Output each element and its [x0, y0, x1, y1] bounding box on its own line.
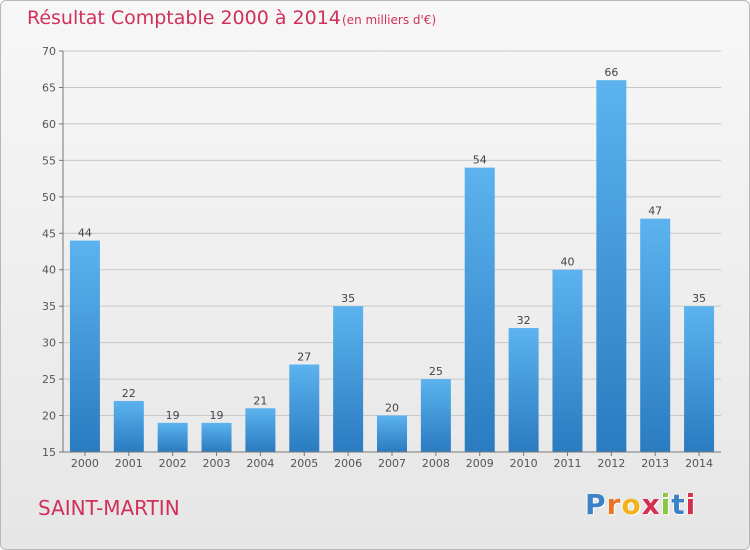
y-tick-label: 25	[42, 373, 56, 386]
logo-letter: i	[660, 488, 672, 521]
x-tick-label: 2004	[246, 457, 274, 470]
x-tick-label: 2008	[422, 457, 450, 470]
bar	[245, 408, 276, 452]
place-name: SAINT-MARTIN	[38, 496, 180, 520]
bar	[333, 306, 364, 452]
x-tick-label: 2009	[466, 457, 494, 470]
y-tick-label: 65	[42, 81, 56, 94]
x-axis: 2000 2001 2002 2003 2004 2005 2006 2007 2008 2009…	[63, 451, 721, 470]
x-tick-label: 2010	[510, 457, 538, 470]
y-tick-label: 55	[42, 154, 56, 167]
value-label: 20	[385, 402, 399, 415]
value-label: 21	[253, 394, 267, 407]
y-tick-label: 15	[42, 446, 56, 459]
value-label: 40	[560, 256, 574, 269]
logo-letter: x	[641, 488, 661, 521]
y-tick-label: 45	[42, 227, 56, 240]
value-labels: 44 22 19 19 21 27 35 20 25 54 32 40 66 47 35	[78, 66, 706, 422]
logo-letter: i	[685, 488, 697, 521]
x-tick-label: 2007	[378, 457, 406, 470]
value-label: 47	[648, 205, 662, 218]
value-label: 44	[78, 227, 92, 240]
y-tick-label: 60	[42, 118, 56, 131]
bar	[596, 80, 627, 452]
value-label: 19	[166, 409, 180, 422]
bars	[69, 80, 715, 452]
x-tick-label: 2014	[685, 457, 713, 470]
chart-title: Résultat Comptable 2000 à 2014	[27, 7, 341, 29]
bar	[289, 364, 320, 452]
value-label: 32	[517, 314, 531, 327]
logo-letter: t	[671, 488, 686, 521]
x-tick-label: 2001	[115, 457, 143, 470]
value-label: 25	[429, 365, 443, 378]
value-label: 22	[122, 387, 136, 400]
y-tick-label: 40	[42, 264, 56, 277]
bar	[640, 218, 671, 452]
logo-letter: o	[621, 488, 642, 521]
bar	[420, 379, 451, 452]
logo-letter: P	[585, 488, 607, 521]
x-tick-label: 2003	[203, 457, 231, 470]
x-tick-label: 2002	[159, 457, 187, 470]
bar	[69, 240, 100, 452]
value-label: 19	[210, 409, 224, 422]
x-tick-label: 2013	[641, 457, 669, 470]
y-axis: 15 20 25 30 35 40 45 50 55 60 65 70	[42, 45, 64, 459]
x-tick-label: 2011	[553, 457, 581, 470]
bar	[157, 422, 188, 452]
bar	[377, 415, 407, 452]
bar	[464, 167, 495, 452]
bar	[552, 269, 583, 452]
x-tick-label: 2006	[334, 457, 362, 470]
bar	[508, 328, 539, 452]
x-tick-label: 2005	[290, 457, 318, 470]
value-label: 66	[604, 66, 618, 79]
logo-letter: r	[606, 488, 622, 521]
y-tick-label: 30	[42, 337, 56, 350]
value-label: 27	[297, 351, 311, 364]
value-label: 35	[692, 292, 706, 305]
value-label: 35	[341, 292, 355, 305]
value-label: 54	[473, 154, 487, 167]
x-tick-label: 2000	[71, 457, 99, 470]
x-tick-label: 2012	[597, 457, 625, 470]
proxiti-logo: Proxiti	[585, 488, 696, 521]
bar	[113, 400, 144, 452]
y-tick-label: 35	[42, 300, 56, 313]
chart-subtitle: (en milliers d'€)	[342, 13, 437, 27]
y-tick-label: 70	[42, 45, 56, 58]
y-tick-label: 50	[42, 191, 56, 204]
bar	[201, 422, 232, 452]
y-tick-label: 20	[42, 410, 56, 423]
bar	[684, 306, 715, 452]
